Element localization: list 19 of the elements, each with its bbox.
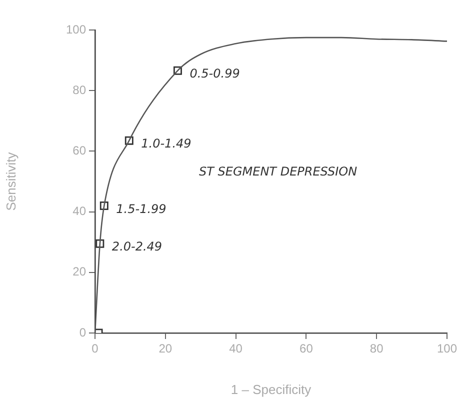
x-axis-title: 1 – Specificity — [230, 382, 312, 397]
y-tick-label: 20 — [72, 264, 86, 279]
annotation: 1.5-1.99 — [116, 202, 166, 216]
x-tick-label: 20 — [158, 342, 172, 356]
y-tick-label: 100 — [66, 22, 86, 36]
x-tick-label: 100 — [436, 342, 458, 356]
x-tick-label: 80 — [370, 342, 384, 356]
annotation: ST SEGMENT DEPRESSION — [199, 164, 358, 179]
annotation: 2.0-2.49 — [112, 240, 162, 254]
annotation: 0.5-0.99 — [190, 66, 240, 81]
y-tick-label: 60 — [72, 144, 86, 158]
y-tick-label: 80 — [72, 82, 86, 97]
y-axis-title: Sensitivity — [3, 152, 18, 211]
x-tick-label: 60 — [300, 342, 314, 356]
y-tick-label: 40 — [72, 204, 86, 218]
x-tick-label: 0 — [92, 342, 99, 356]
annotation: 1.0-1.49 — [141, 136, 192, 151]
x-tick-label: 40 — [229, 342, 243, 356]
y-tick-label: 0 — [79, 325, 86, 340]
